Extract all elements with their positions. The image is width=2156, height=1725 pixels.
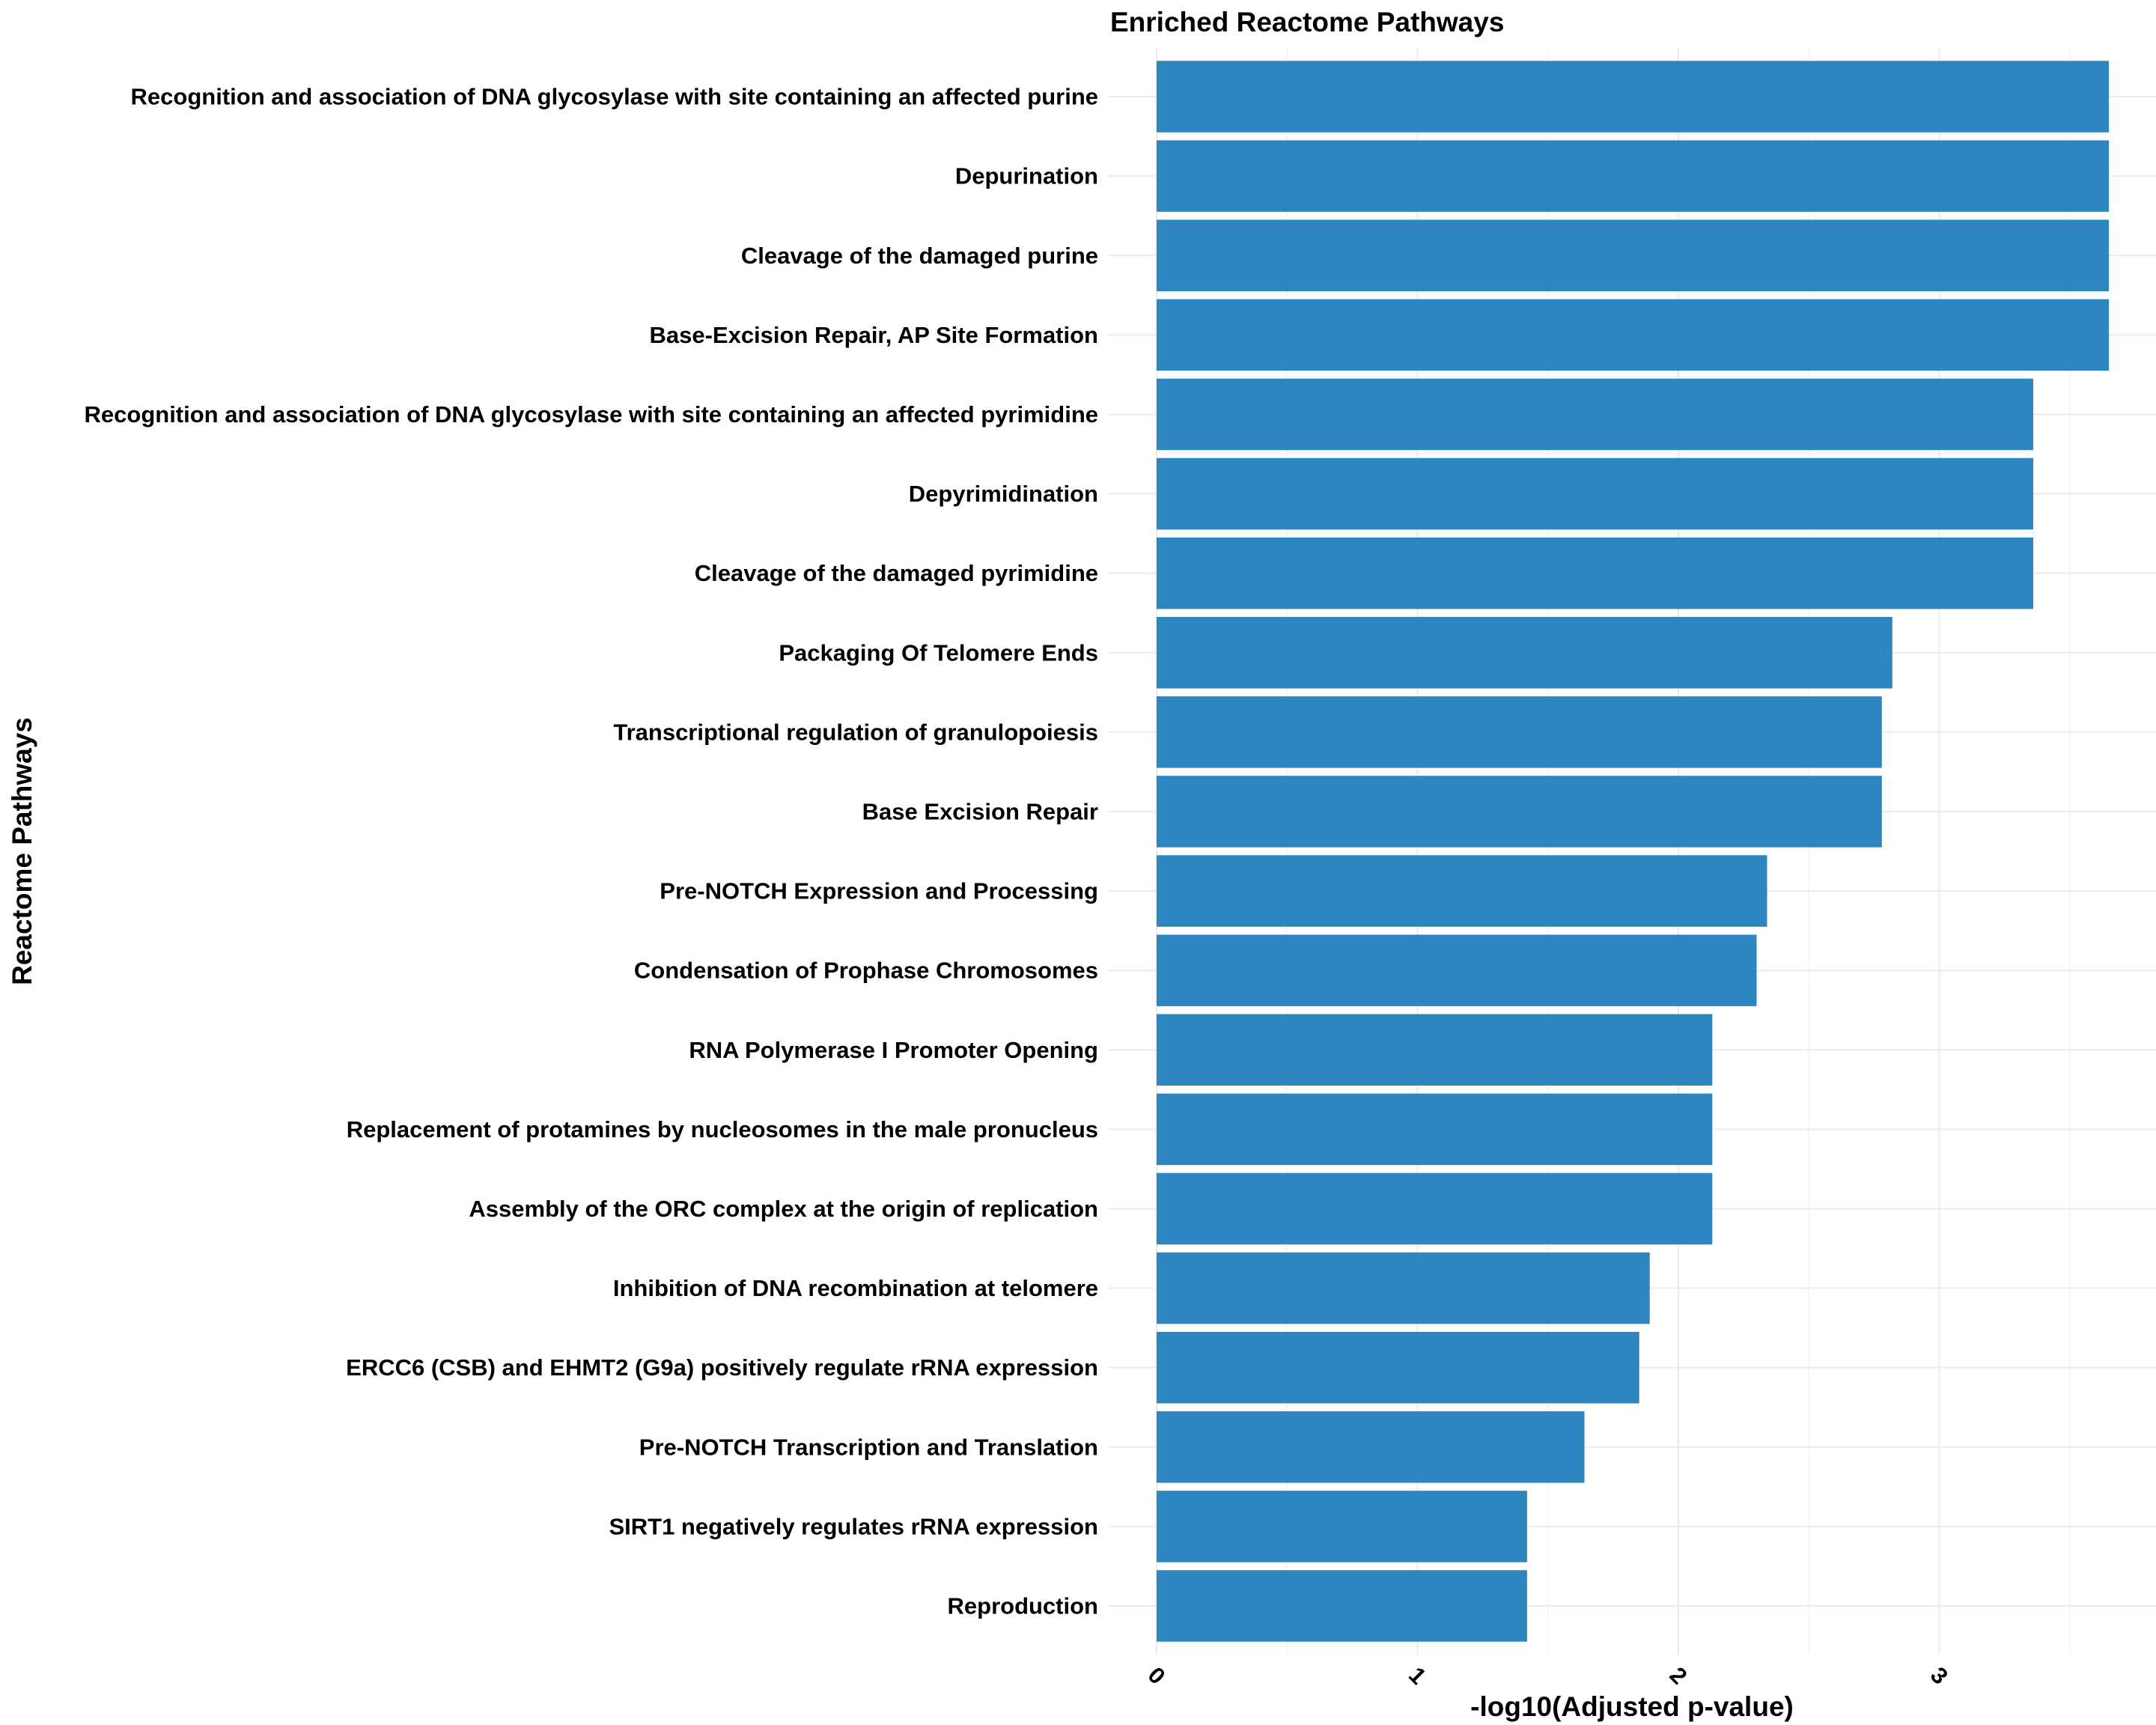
bar [1157, 457, 2033, 530]
bar [1157, 1411, 1585, 1483]
bar [1157, 1570, 1527, 1642]
chart-title: Enriched Reactome Pathways [1110, 7, 1504, 37]
category-label: SIRT1 negatively regulates rRNA expressi… [609, 1513, 1098, 1539]
category-label: Base Excision Repair [862, 798, 1098, 824]
category-label: Transcriptional regulation of granulopoi… [613, 719, 1098, 745]
category-label: Recognition and association of DNA glyco… [131, 84, 1098, 110]
bar [1157, 1331, 1639, 1404]
category-label: Packaging Of Telomere Ends [779, 639, 1098, 666]
bar [1157, 855, 1767, 927]
category-label: Recognition and association of DNA glyco… [85, 401, 1098, 428]
x-tick-label: 0 [1143, 1662, 1171, 1690]
bar [1157, 1491, 1527, 1563]
category-label: Condensation of Prophase Chromosomes [634, 958, 1098, 984]
bar [1157, 537, 2033, 609]
x-axis-label: -log10(Adjusted p-value) [1470, 1691, 1794, 1722]
bar [1157, 140, 2109, 212]
x-tick-label: 3 [1925, 1662, 1953, 1690]
x-tick-label: 1 [1404, 1662, 1431, 1690]
bar [1157, 776, 1882, 848]
category-label: Depyrimidination [909, 481, 1098, 507]
bar [1157, 1014, 1713, 1086]
bar [1157, 617, 1892, 689]
category-label: Assembly of the ORC complex at the origi… [469, 1196, 1098, 1222]
bars [1157, 61, 2109, 1642]
bar [1157, 1252, 1650, 1324]
category-label: Inhibition of DNA recombination at telom… [613, 1275, 1098, 1301]
category-label: ERCC6 (CSB) and EHMT2 (G9a) positively r… [346, 1354, 1098, 1381]
category-label: RNA Polymerase I Promoter Opening [689, 1037, 1098, 1063]
category-label: Reproduction [948, 1592, 1099, 1619]
bar [1157, 934, 1757, 1006]
bar [1157, 378, 2033, 451]
y-axis-label: Reactome Pathways [7, 717, 37, 985]
category-label: Cleavage of the damaged pyrimidine [695, 560, 1098, 586]
bar [1157, 299, 2109, 371]
bar [1157, 1093, 1713, 1166]
category-label: Base-Excision Repair, AP Site Formation [649, 322, 1098, 348]
x-tick-labels: 0 1 2 3 [1143, 1662, 1953, 1690]
bar [1157, 219, 2109, 291]
category-label: Cleavage of the damaged purine [741, 243, 1098, 269]
category-label: Depurination [955, 163, 1098, 189]
x-tick-label: 2 [1665, 1662, 1693, 1690]
category-label: Pre-NOTCH Expression and Processing [660, 878, 1098, 904]
category-labels: Recognition and association of DNA glyco… [85, 84, 1098, 1619]
bar [1157, 1172, 1713, 1245]
category-label: Replacement of protamines by nucleosomes… [347, 1116, 1098, 1143]
bar [1157, 61, 2109, 133]
bar [1157, 696, 1882, 768]
category-label: Pre-NOTCH Transcription and Translation [639, 1434, 1098, 1460]
